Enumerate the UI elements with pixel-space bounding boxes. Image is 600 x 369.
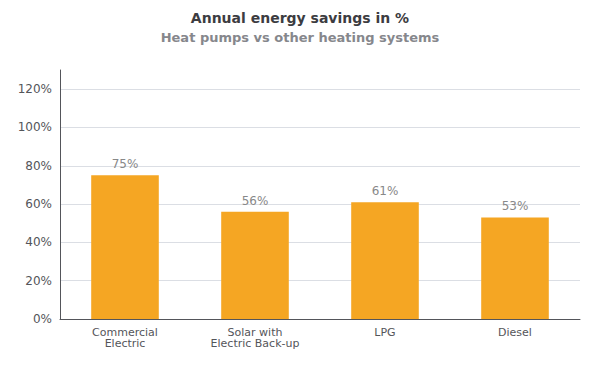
svg-text:Annual energy savings in %: Annual energy savings in % — [191, 10, 409, 26]
svg-text:61%: 61% — [372, 184, 399, 198]
svg-text:LPG: LPG — [374, 326, 395, 339]
svg-text:Commercial: Commercial — [92, 326, 158, 339]
svg-text:60%: 60% — [25, 197, 52, 211]
svg-text:75%: 75% — [112, 157, 139, 171]
svg-text:Diesel: Diesel — [498, 326, 532, 339]
svg-text:Electric Back-up: Electric Back-up — [211, 337, 300, 350]
svg-text:Electric: Electric — [105, 337, 146, 350]
svg-text:40%: 40% — [25, 235, 52, 249]
svg-text:Heat pumps vs other heating sy: Heat pumps vs other heating systems — [161, 30, 440, 45]
svg-text:100%: 100% — [18, 120, 52, 134]
svg-text:0%: 0% — [33, 312, 52, 326]
svg-text:80%: 80% — [25, 159, 52, 173]
svg-text:56%: 56% — [242, 194, 269, 208]
svg-text:Solar with: Solar with — [227, 326, 283, 339]
svg-text:53%: 53% — [502, 199, 529, 213]
svg-text:20%: 20% — [25, 274, 52, 288]
svg-text:120%: 120% — [18, 82, 52, 96]
